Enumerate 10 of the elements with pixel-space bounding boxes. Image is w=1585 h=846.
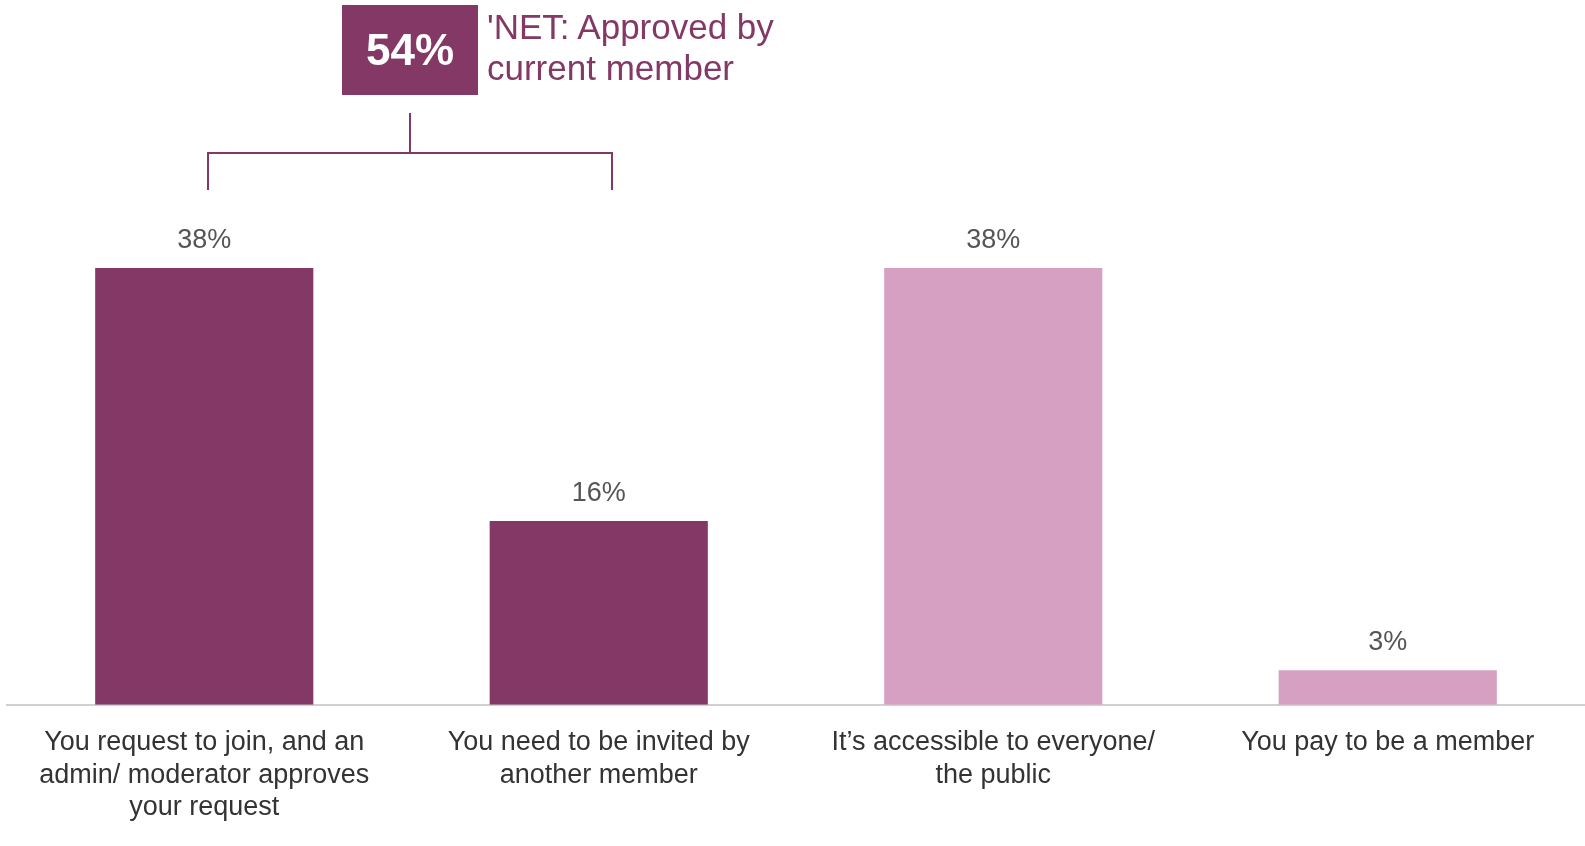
data-label: 16% [571,476,626,507]
x-tick-label: You pay to be a member [1241,726,1535,757]
data-label: 3% [1368,626,1408,657]
data-label: 38% [966,223,1021,254]
x-tick-label: It’s accessible to everyone/ the public [831,726,1156,789]
data-label: 38% [177,223,232,254]
x-tick-label: You need to be invited by another member [447,726,751,789]
text: 'NET: Approved by current member [487,6,775,88]
text: 54% [342,5,478,95]
x-tick-label: You request to join, and an admin/ moderator approves your request [39,726,370,822]
